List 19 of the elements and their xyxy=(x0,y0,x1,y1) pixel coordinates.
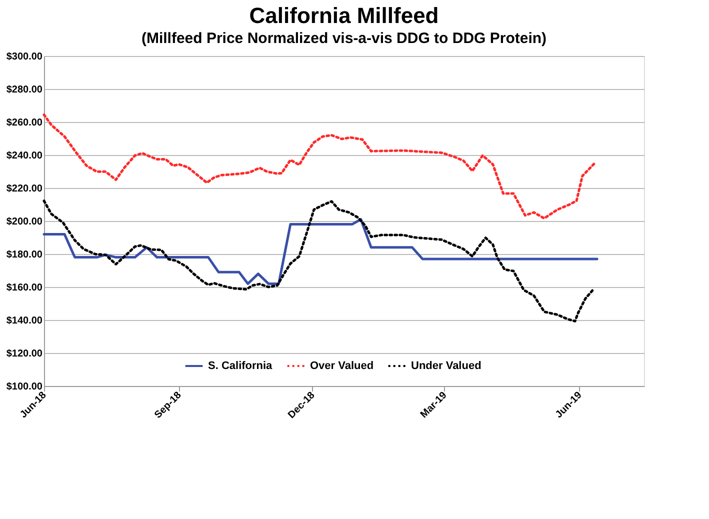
y-tick-label: $240.00 xyxy=(6,150,43,162)
chart-title: California Millfeed xyxy=(249,3,439,28)
y-tick-label: $160.00 xyxy=(6,282,43,294)
y-tick-label: $140.00 xyxy=(6,316,43,326)
line-series xyxy=(42,218,598,285)
y-tick-label: $120.00 xyxy=(6,348,43,360)
legend-label: S. California xyxy=(208,360,274,372)
y-tick-label: $200.00 xyxy=(6,216,43,228)
y-tick-label: $180.00 xyxy=(6,250,43,260)
y-tick-label: $300.00 xyxy=(6,52,43,62)
y-tick-label: $220.00 xyxy=(6,184,43,194)
y-tick-label: $260.00 xyxy=(6,118,43,128)
legend-label: Over Valued xyxy=(310,360,374,372)
y-tick-label: $280.00 xyxy=(6,84,43,96)
legend-label: Under Valued xyxy=(411,360,482,372)
line-series xyxy=(42,200,596,322)
y-tick-label: $100.00 xyxy=(6,382,43,392)
chart-subtitle: (Millfeed Price Normalized vis-a-vis DDG to DDG Protein) xyxy=(141,30,547,47)
line-series xyxy=(42,113,596,220)
